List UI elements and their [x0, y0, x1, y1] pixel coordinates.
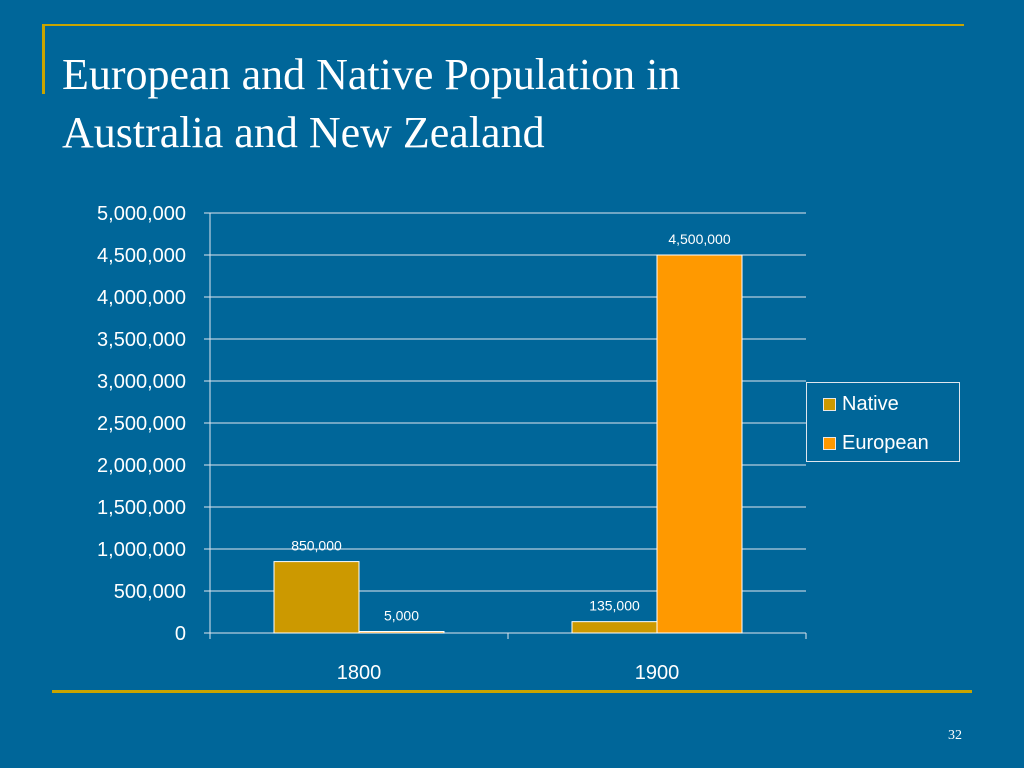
- x-tick-label: 1900: [635, 662, 680, 684]
- legend-swatch-european: [823, 436, 836, 450]
- title-accent-vertical-rule: [42, 24, 45, 94]
- y-tick-label: 4,000,000: [97, 287, 186, 309]
- y-tick-label: 2,500,000: [97, 413, 186, 435]
- legend-label-european: European: [842, 431, 929, 454]
- slide-number: 32: [948, 728, 962, 743]
- bar-native-1800: [273, 561, 360, 634]
- y-tick-label: 0: [175, 623, 186, 645]
- bar-native-1900: [571, 621, 658, 634]
- y-tick-label: 1,500,000: [97, 497, 186, 519]
- y-tick-label: 500,000: [114, 581, 186, 603]
- x-tick-label: 1800: [337, 662, 382, 684]
- slide-title: European and Native Population in Austra…: [62, 46, 962, 162]
- y-tick-label: 4,500,000: [97, 245, 186, 267]
- data-label: 4,500,000: [668, 231, 730, 247]
- slide-title-line-1: European and Native Population in: [62, 50, 681, 99]
- bar-european-1800: [358, 631, 445, 634]
- slide-title-line-2: Australia and New Zealand: [62, 108, 545, 157]
- y-tick-label: 2,000,000: [97, 455, 186, 477]
- legend-item-native: Native: [823, 393, 899, 415]
- data-label: 5,000: [384, 608, 419, 624]
- title-accent-horizontal-rule: [42, 24, 964, 26]
- data-label: 850,000: [291, 538, 342, 554]
- chart-legend: Native European: [806, 382, 960, 462]
- y-tick-label: 3,500,000: [97, 329, 186, 351]
- legend-item-european: European: [823, 432, 929, 454]
- y-tick-label: 3,000,000: [97, 371, 186, 393]
- y-tick-label: 1,000,000: [97, 539, 186, 561]
- bar-european-1900: [656, 254, 743, 634]
- legend-swatch-native: [823, 397, 836, 411]
- legend-label-native: Native: [842, 392, 899, 415]
- footer-accent-rule: [52, 690, 972, 693]
- data-label: 135,000: [589, 598, 640, 614]
- y-tick-label: 5,000,000: [97, 203, 186, 225]
